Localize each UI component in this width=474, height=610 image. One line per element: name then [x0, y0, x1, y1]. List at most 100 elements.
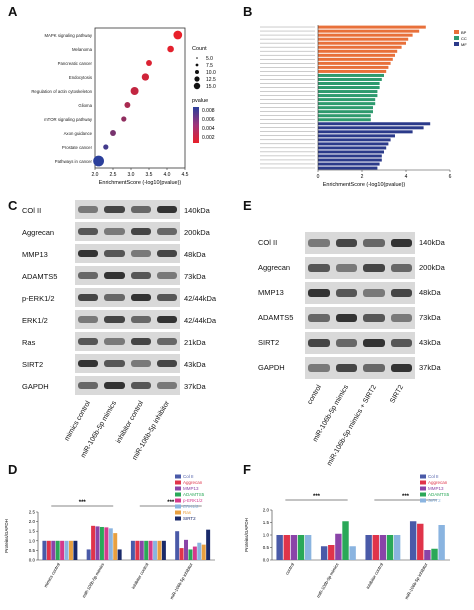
- bar: [372, 535, 379, 560]
- blot-band: [130, 228, 151, 236]
- legend-label: ERK1/2: [183, 504, 199, 509]
- blot-size-label: 200kDa: [419, 263, 445, 273]
- bar: [409, 521, 417, 560]
- x-category-label: control: [284, 562, 295, 576]
- y-tick-label: 1.0: [29, 538, 36, 543]
- legend-label: CC: [461, 36, 467, 41]
- blot-band: [130, 382, 151, 390]
- go-bar: [318, 146, 387, 150]
- bar: [68, 540, 73, 560]
- blot-band: [130, 294, 151, 302]
- go-bar: [318, 154, 382, 158]
- legend-swatch: [420, 474, 426, 479]
- panel-label-b: B: [243, 4, 253, 19]
- blot-band: [363, 364, 385, 372]
- bar: [184, 539, 189, 560]
- go-bar: [318, 86, 380, 90]
- legend-p-label: 0.002: [202, 135, 215, 141]
- bar: [379, 535, 387, 560]
- category-label: Melanoma: [72, 47, 93, 52]
- legend-label: Aggrecan: [428, 480, 448, 485]
- plot-frame: [94, 27, 186, 169]
- bar: [104, 527, 109, 560]
- blot-row-label: Ras: [22, 337, 36, 347]
- blot-size-label: 73kDa: [184, 271, 206, 281]
- blot-strip: [75, 332, 180, 351]
- blot-strip: [75, 376, 180, 395]
- blot-strip: [75, 354, 180, 373]
- legend-label: p-ERK1/2: [183, 498, 203, 503]
- blot-band: [156, 338, 177, 346]
- x-tick-label: 4: [405, 174, 408, 180]
- x-tick-label: 4.0: [164, 172, 171, 178]
- blot-size-label: 48kDa: [184, 249, 206, 259]
- x-category-label: miR-106b-5p mimics: [81, 562, 105, 599]
- bubble-point: [173, 30, 183, 40]
- blot-lane-label: SIRT2: [389, 384, 406, 405]
- blot-band: [78, 338, 99, 346]
- x-tick-label: 2: [361, 174, 364, 180]
- blot-band: [335, 289, 357, 297]
- legend-label: Aggrecan: [183, 480, 203, 485]
- go-bar: [318, 158, 382, 162]
- bar: [117, 549, 122, 560]
- panel-label-d: D: [8, 462, 18, 477]
- bar: [197, 542, 202, 560]
- blot-row-label: ERK1/2: [22, 315, 48, 325]
- kegg-bubble-chart: MAPK signaling pathway Melanoma Pancreatic…: [31, 27, 216, 186]
- bar: [417, 523, 424, 560]
- category-label: mTOR signaling pathway: [44, 117, 93, 122]
- legend-swatch: [175, 510, 181, 515]
- bubble-point: [124, 102, 131, 108]
- go-bar-chart: 0 2 4 6 EnrichmentScore (-log10(pvalue)) BPCC…: [260, 25, 467, 188]
- x-category-label: inhibitor control: [365, 562, 384, 590]
- blot-row-label: SIRT2: [258, 338, 280, 348]
- legend-count-label: 5.0: [206, 56, 213, 62]
- category-label: Pancreatic cancer: [58, 61, 93, 66]
- blot-band: [363, 264, 385, 272]
- blot-band: [104, 316, 125, 324]
- x-tick-label: 3.0: [128, 172, 135, 178]
- bubble-point: [130, 87, 139, 95]
- y-tick-label: 0.0: [263, 558, 270, 563]
- blot-strip: [305, 232, 415, 254]
- x-tick-label: 0: [317, 174, 320, 180]
- blot-band: [335, 314, 357, 322]
- protein-bar-chart-f: 0.0 0.5 1.0 1.5 2.0 Proteins/GAPDH control miR-…: [244, 474, 450, 601]
- blot-row-label: p-ERK1/2: [22, 293, 55, 303]
- bubble-point: [103, 144, 109, 150]
- blot-lane-label: inhibitor control: [114, 400, 145, 445]
- legend-label: Col II: [183, 474, 194, 479]
- blot-band: [308, 364, 330, 372]
- legend-count-title: Count: [192, 46, 207, 52]
- blot-size-label: 200kDa: [184, 227, 210, 237]
- legend-label: Col II: [428, 474, 439, 479]
- go-bar: [318, 53, 395, 57]
- bar: [130, 540, 135, 560]
- bar: [438, 525, 445, 560]
- bar: [95, 526, 100, 560]
- blot-size-label: 73kDa: [419, 313, 441, 323]
- bar: [328, 545, 335, 560]
- blot-row-label: Aggrecan: [258, 263, 291, 273]
- category-label: Axon guidance: [64, 131, 93, 136]
- bar: [386, 535, 394, 560]
- blot-band: [335, 339, 357, 347]
- bar: [290, 535, 298, 560]
- blot-size-label: 43kDa: [184, 359, 206, 369]
- significance-label: ***: [313, 494, 321, 500]
- bar: [276, 535, 283, 560]
- go-bar: [318, 142, 389, 146]
- blot-row-label: GAPDH: [258, 363, 285, 373]
- bar: [153, 540, 158, 560]
- blot-band: [390, 339, 412, 347]
- go-bar: [318, 106, 373, 110]
- blot-band: [78, 382, 99, 390]
- bar: [188, 549, 193, 560]
- x-category-label: miR-106b-5p inhibitor: [404, 562, 429, 601]
- go-bar: [318, 150, 384, 154]
- bar: [365, 535, 372, 560]
- legend-count-dot: [193, 82, 201, 90]
- blot-band: [308, 264, 330, 272]
- x-axis-label: EnrichmentScore (-log10(pvalue)): [323, 182, 406, 188]
